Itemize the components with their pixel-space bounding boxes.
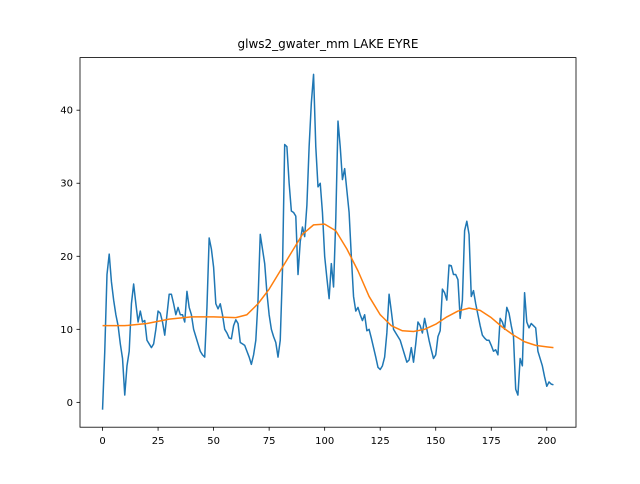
axes-frame	[79, 57, 577, 428]
x-tick-label: 25	[152, 436, 165, 447]
x-tick-label: 50	[207, 436, 220, 447]
x-tick-label: 100	[315, 436, 334, 447]
y-tick-label: 40	[60, 106, 73, 117]
x-tick-label: 200	[537, 436, 556, 447]
data-line	[102, 223, 554, 349]
x-tick-label: 75	[263, 436, 276, 447]
x-tick-label: 150	[426, 436, 445, 447]
y-tick-label: 30	[60, 179, 73, 190]
data-line	[101, 73, 554, 410]
y-tick-label: 0	[67, 398, 73, 409]
chart-title: glws2_gwater_mm LAKE EYRE	[238, 37, 419, 51]
x-tick-label: 125	[371, 436, 390, 447]
y-tick-label: 10	[60, 325, 73, 336]
y-tick-label: 20	[60, 252, 73, 263]
x-tick-label: 175	[482, 436, 501, 447]
x-tick-label: 0	[99, 436, 105, 447]
